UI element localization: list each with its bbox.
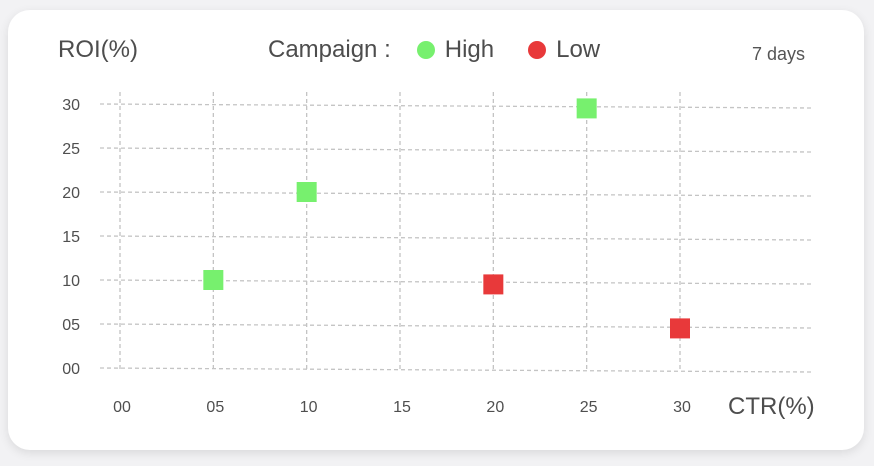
legend-title: Campaign : — [268, 36, 391, 63]
data-point-low[interactable] — [670, 318, 690, 339]
chart-card — [8, 10, 864, 450]
grid-line-horizontal — [99, 235, 813, 241]
legend-swatch-high — [416, 41, 435, 59]
legend-item-low[interactable]: Low — [528, 36, 600, 64]
y-axis-label: ROI(%) — [58, 36, 138, 63]
x-tick-label: 30 — [673, 399, 691, 416]
legend-label-high: High — [444, 36, 495, 63]
data-point-low[interactable] — [483, 274, 504, 295]
legend-label-low: Low — [556, 36, 601, 63]
grid-line-horizontal — [99, 367, 813, 373]
y-tick-label: 25 — [62, 141, 80, 158]
y-tick-label: 00 — [62, 361, 80, 378]
data-point-high[interactable] — [203, 270, 224, 290]
x-tick-label: 05 — [206, 399, 224, 416]
y-tick-label: 10 — [62, 273, 80, 290]
x-tick-label: 15 — [393, 399, 411, 416]
y-tick-label: 05 — [62, 317, 80, 334]
x-tick-label: 10 — [300, 399, 318, 416]
x-tick-label: 20 — [486, 399, 504, 416]
legend-swatch-low — [528, 41, 547, 59]
legend: Campaign : High Low — [268, 36, 634, 64]
grid-line-horizontal — [99, 323, 813, 329]
data-point-high[interactable] — [296, 182, 317, 202]
period-selector[interactable]: 7 days — [752, 44, 806, 64]
x-tick-label: 00 — [113, 399, 131, 416]
x-tick-label: 25 — [580, 399, 598, 416]
y-tick-label: 30 — [62, 97, 80, 114]
grid-line-horizontal — [99, 147, 813, 153]
y-tick-label: 20 — [62, 185, 80, 202]
y-tick-label: 15 — [62, 229, 80, 246]
legend-item-high[interactable]: High — [416, 36, 495, 64]
grid-line-horizontal — [99, 191, 813, 197]
data-point-high[interactable] — [576, 98, 597, 119]
grid-line-horizontal — [99, 103, 813, 109]
x-axis-label: CTR(%) — [728, 393, 815, 420]
